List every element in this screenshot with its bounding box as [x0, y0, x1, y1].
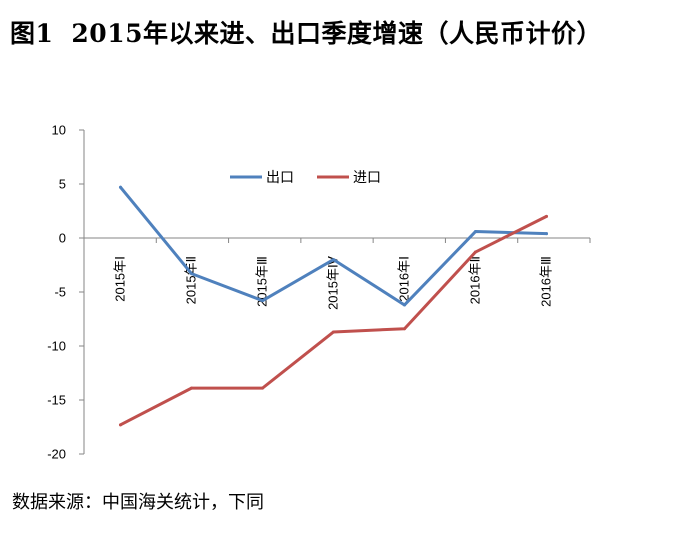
data-point [474, 250, 477, 254]
data-point [119, 185, 122, 189]
y-tick-label: -20 [47, 447, 66, 462]
data-point [261, 386, 264, 390]
x-tick-label: 2016年Ⅲ [539, 256, 554, 307]
x-tick-label: 2016年Ⅰ [397, 256, 412, 302]
y-tick-label: -10 [47, 339, 66, 354]
data-point [332, 330, 335, 334]
y-tick-label: 0 [59, 231, 66, 246]
x-tick-label: 2015年Ⅳ [326, 256, 341, 310]
x-tick-label: 2016年Ⅱ [468, 256, 483, 304]
y-tick-label: -5 [54, 285, 66, 300]
data-point [545, 214, 548, 218]
data-point [403, 303, 406, 307]
y-tick-label: 5 [59, 177, 66, 192]
y-tick-label: 10 [52, 123, 66, 138]
data-point [403, 327, 406, 331]
data-point [190, 386, 193, 390]
data-point [332, 258, 335, 262]
title-text: 2015年以来进、出口季度增速（人民币计价） [71, 19, 602, 48]
data-point [119, 423, 122, 427]
x-tick-label: 2015年Ⅱ [184, 256, 199, 304]
legend-label-2: 进口 [353, 170, 381, 186]
chart-title: 图1 2015年以来进、出口季度增速（人民币计价） [10, 14, 602, 54]
legend-label-1: 出口 [266, 170, 294, 186]
figure-label: 图1 [10, 19, 54, 48]
source-note: 数据来源：中国海关统计，下同 [12, 492, 264, 513]
x-tick-label: 2015年Ⅰ [113, 256, 128, 302]
x-tick-label: 2015年Ⅲ [255, 256, 270, 307]
data-point [545, 232, 548, 236]
data-point [190, 272, 193, 276]
y-tick-label: -15 [47, 393, 66, 408]
data-point [261, 299, 264, 303]
series-line-2 [119, 214, 548, 427]
data-point [474, 230, 477, 234]
